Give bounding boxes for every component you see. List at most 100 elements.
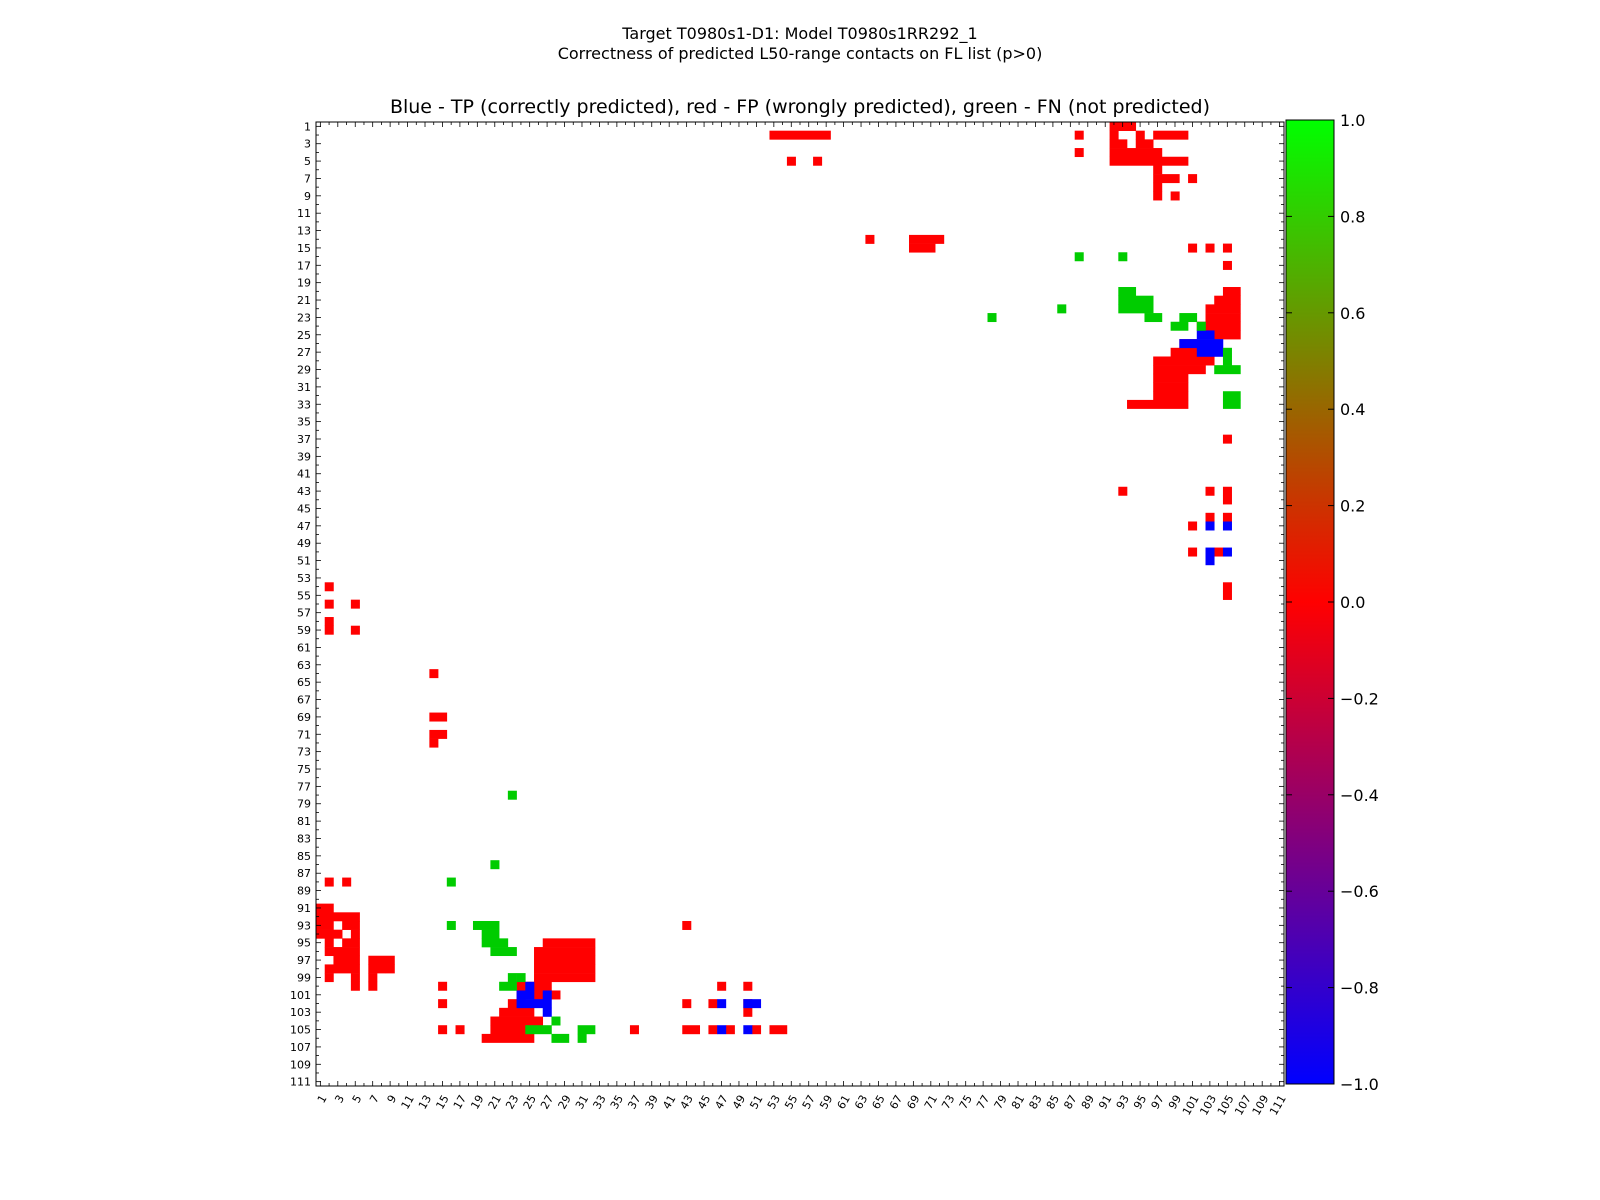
x-tick-label: 47 — [713, 1093, 731, 1112]
contact-cell-fp — [534, 955, 596, 965]
contact-cell-fn — [446, 877, 456, 887]
contact-cell-fp — [324, 617, 334, 627]
contact-cell-fp — [429, 729, 448, 739]
contact-cell-fp — [324, 938, 334, 948]
contact-cell-fp — [316, 903, 334, 913]
contact-cell-fp — [1222, 582, 1232, 592]
y-tick-label: 45 — [297, 502, 311, 515]
contact-cell-fp — [350, 973, 360, 983]
figure-title-line-2: Correctness of predicted L50-range conta… — [557, 44, 1043, 63]
contact-cell-fp — [1118, 486, 1128, 496]
y-tick-label: 73 — [297, 746, 311, 759]
contact-cell-fp — [743, 981, 753, 991]
y-tick-label: 31 — [297, 381, 311, 394]
contact-cell-fp — [1109, 130, 1119, 140]
x-tick-label: 25 — [521, 1093, 539, 1112]
contact-cell-fn — [481, 938, 509, 948]
contact-cell-fp — [1153, 191, 1163, 201]
contact-cell-fn — [1179, 313, 1198, 323]
contact-cell-fn — [507, 973, 517, 983]
contact-cell-fp — [342, 920, 360, 930]
x-tick-label: 39 — [643, 1093, 661, 1112]
contact-cell-fp — [743, 1007, 753, 1017]
colorbar-tick-label: −0.4 — [1340, 786, 1379, 805]
contact-cell-fn — [507, 790, 517, 800]
contact-cell-tp — [542, 990, 552, 1000]
x-tick-label: 95 — [1131, 1093, 1149, 1112]
y-tick-label: 21 — [297, 294, 311, 307]
x-tick-label: 41 — [660, 1093, 678, 1112]
contact-cell-fp — [1205, 486, 1215, 496]
contact-cell-fp — [542, 938, 596, 948]
contact-cell-fp — [1153, 182, 1163, 192]
contact-cell-tp — [1179, 339, 1224, 349]
x-tick-label: 91 — [1096, 1093, 1114, 1112]
colorbar-tick-label: −0.2 — [1340, 689, 1379, 708]
colorbar-tick-label: −0.6 — [1340, 882, 1379, 901]
contact-cell-fp — [1135, 139, 1154, 149]
contact-cell-fp — [1188, 521, 1198, 531]
y-tick-label: 81 — [297, 815, 311, 828]
contact-cell-tp — [542, 1007, 552, 1017]
contact-cell-fn — [1222, 356, 1232, 366]
contact-cell-fp — [490, 1016, 544, 1026]
contact-cell-tp — [717, 999, 727, 1009]
y-tick-label: 13 — [297, 225, 311, 238]
y-tick-label: 101 — [290, 989, 311, 1002]
contact-cell-fp — [490, 1025, 535, 1035]
y-tick-label: 85 — [297, 850, 311, 863]
x-tick-label: 15 — [433, 1093, 451, 1112]
y-tick-label: 71 — [297, 728, 311, 741]
contact-cell-fp — [1222, 243, 1232, 253]
contact-cell-fp — [865, 234, 875, 244]
x-tick-label: 89 — [1079, 1093, 1097, 1112]
contact-cell-fp — [717, 981, 727, 991]
x-tick-label: 13 — [416, 1093, 434, 1112]
contact-cell-fp — [350, 929, 360, 939]
x-tick-label: 83 — [1026, 1093, 1044, 1112]
contact-cell-fn — [1118, 252, 1128, 262]
colorbar-tick-label: 0.4 — [1340, 400, 1365, 419]
y-tick-label: 15 — [297, 242, 311, 255]
contact-cell-fp — [1109, 148, 1163, 158]
y-tick-label: 67 — [297, 694, 311, 707]
y-tick-label: 107 — [290, 1041, 311, 1054]
contact-cell-fp — [342, 877, 352, 887]
contact-cell-tp — [1196, 330, 1215, 340]
y-tick-label: 57 — [297, 607, 311, 620]
y-tick-label: 49 — [297, 537, 311, 550]
contact-cell-fp — [1153, 365, 1206, 375]
contact-cell-fp — [1205, 313, 1241, 323]
contact-cell-fp — [324, 625, 334, 635]
contact-cell-fp — [1214, 547, 1224, 557]
y-tick-label: 109 — [290, 1058, 311, 1071]
axis-ticks: 1357911131517192123252729313335373941434… — [290, 120, 1289, 1117]
y-tick-label: 69 — [297, 711, 311, 724]
contact-cell-fp — [1153, 130, 1189, 140]
x-tick-label: 77 — [974, 1093, 992, 1112]
y-tick-label: 33 — [297, 398, 311, 411]
y-tick-label: 79 — [297, 798, 311, 811]
y-tick-label: 77 — [297, 780, 311, 793]
figure-title-line-1: Target T0980s1-D1: Model T0980s1RR292_1 — [622, 24, 978, 43]
contact-cell-fn — [577, 1025, 596, 1035]
contact-cell-fn — [525, 1025, 552, 1035]
contact-cell-fp — [909, 243, 936, 253]
x-tick-label: 43 — [678, 1093, 696, 1112]
contact-cell-fn — [1222, 399, 1241, 409]
contact-cell-fp — [455, 1025, 465, 1035]
y-tick-label: 23 — [297, 311, 311, 324]
y-tick-label: 91 — [297, 902, 311, 915]
contact-cell-fp — [324, 582, 334, 592]
contact-cell-fp — [481, 1033, 535, 1043]
x-tick-label: 75 — [957, 1093, 975, 1112]
contact-cell-tp — [1222, 521, 1232, 531]
contact-cell-fp — [1170, 191, 1180, 201]
contact-cell-fn — [1222, 391, 1241, 401]
contact-cell-tp — [743, 1025, 753, 1035]
y-tick-label: 99 — [297, 971, 311, 984]
contact-cell-fp — [324, 973, 334, 983]
contact-cell-fp — [333, 955, 360, 965]
contact-cell-tp — [1205, 556, 1215, 566]
